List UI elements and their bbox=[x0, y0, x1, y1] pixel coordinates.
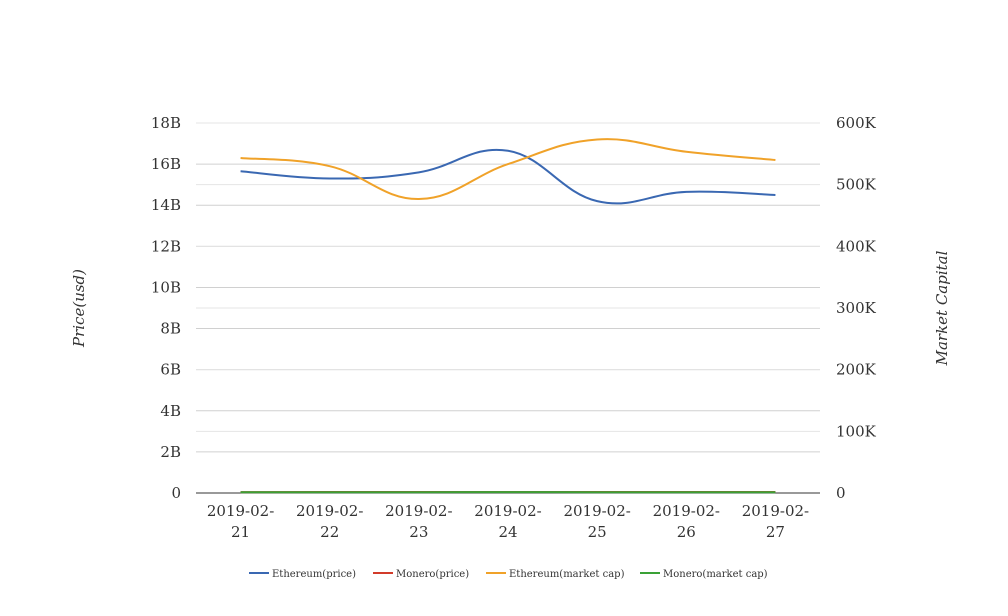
x-tick-label: 2019-02-23 bbox=[385, 502, 452, 541]
y-tick-label: 18B bbox=[151, 114, 181, 132]
y-tick-label: 2B bbox=[160, 443, 181, 461]
series-line-2 bbox=[240, 138, 776, 201]
x-tick-label: 2019-02-27 bbox=[742, 502, 809, 541]
legend-label: Monero(price) bbox=[396, 569, 469, 580]
y2-tick-label: 400K bbox=[836, 237, 877, 255]
y2-tick-label: 300K bbox=[836, 299, 877, 317]
y-tick-label: 10B bbox=[151, 278, 181, 296]
y-tick-label: 16B bbox=[151, 155, 181, 173]
y2-axis-title: Market Capital bbox=[933, 250, 951, 366]
y2-tick-label: 100K bbox=[836, 422, 877, 440]
y2-tick-label: 200K bbox=[836, 361, 877, 379]
y-tick-label: 6B bbox=[160, 361, 181, 379]
y2-tick-label: 600K bbox=[836, 114, 877, 132]
x-tick-label: 2019-02-24 bbox=[474, 502, 541, 541]
y-tick-label: 8B bbox=[160, 320, 181, 338]
y-tick-label: 14B bbox=[151, 196, 181, 214]
series-line-0 bbox=[240, 148, 776, 205]
y2-tick-label: 0 bbox=[836, 484, 846, 502]
legend-label: Ethereum(price) bbox=[272, 569, 356, 580]
legend-label: Ethereum(market cap) bbox=[509, 569, 625, 580]
y-tick-label: 12B bbox=[151, 237, 181, 255]
x-tick-label: 2019-02-25 bbox=[563, 502, 630, 541]
legend-label: Monero(market cap) bbox=[663, 569, 768, 580]
y-axis-title: Price(usd) bbox=[70, 269, 88, 348]
y-tick-label: 4B bbox=[160, 402, 181, 420]
y2-tick-label: 500K bbox=[836, 176, 877, 194]
x-tick-label: 2019-02-26 bbox=[653, 502, 720, 541]
y-tick-label: 0 bbox=[171, 484, 181, 502]
x-tick-label: 2019-02-21 bbox=[207, 502, 274, 541]
x-tick-label: 2019-02-22 bbox=[296, 502, 363, 541]
